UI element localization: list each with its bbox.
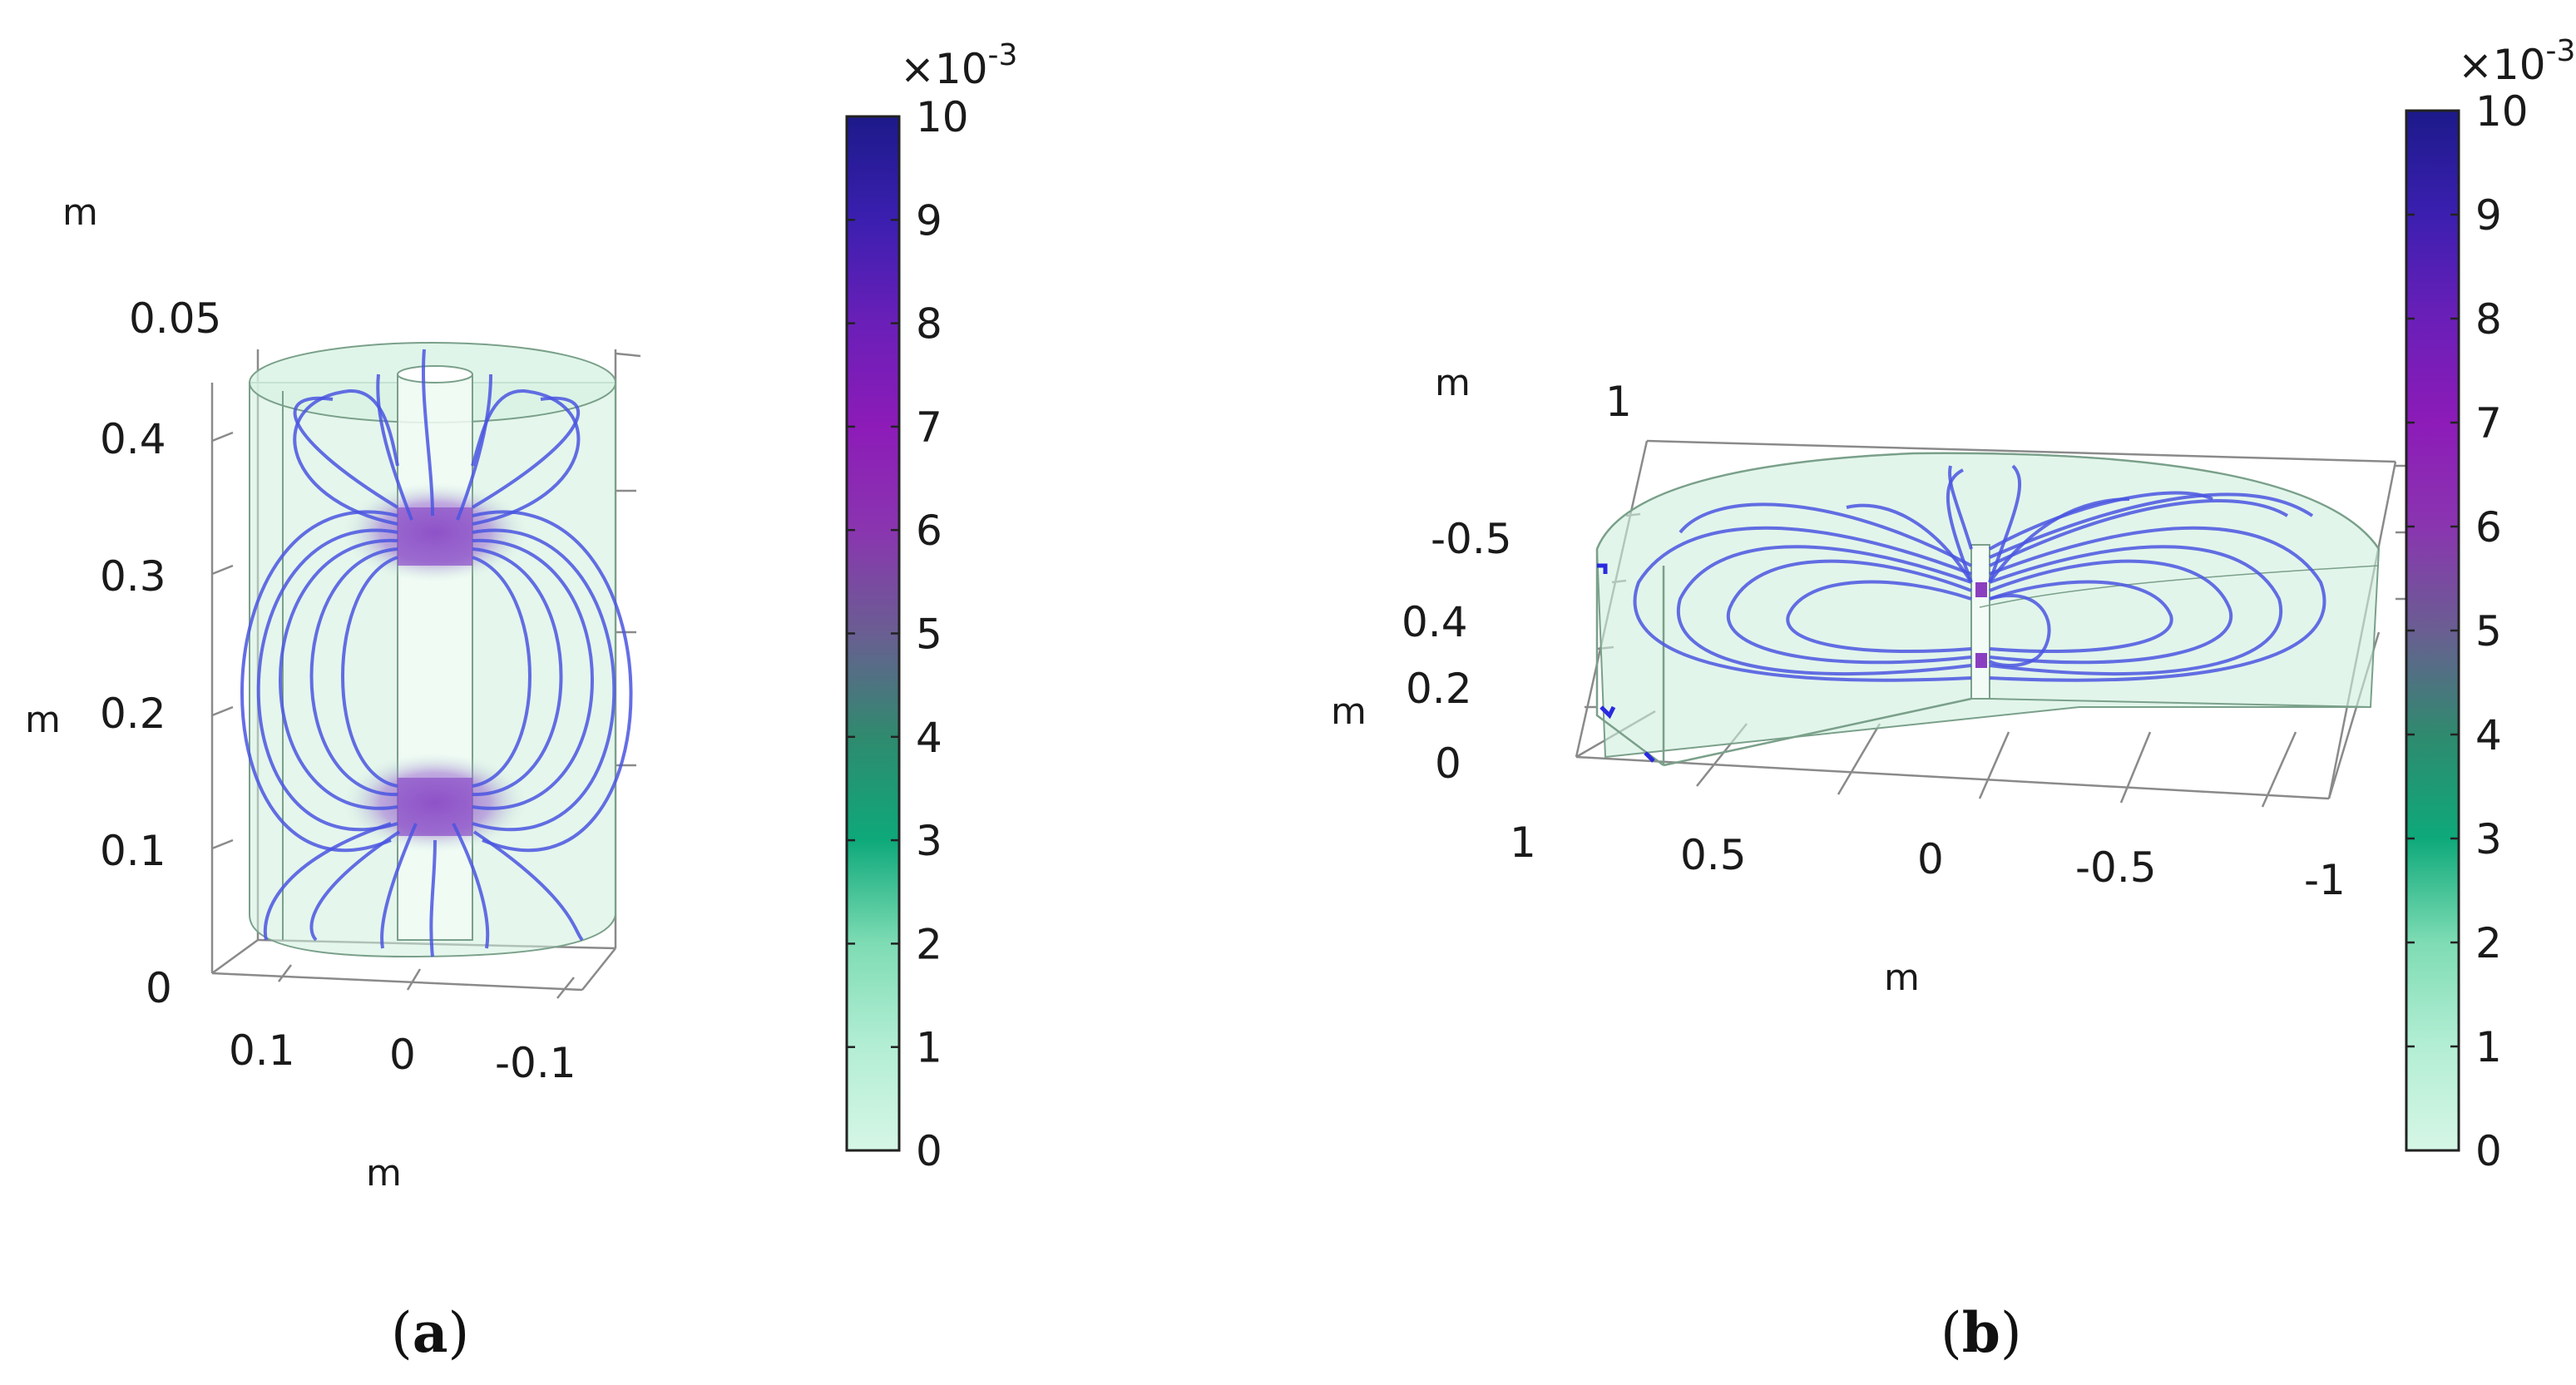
- x-tick-b-1: 0.5: [1680, 831, 1747, 879]
- caption-a-open: (: [391, 1301, 413, 1365]
- x-tick-b-0: 1: [1510, 819, 1536, 867]
- colorbar-b-tick-2: 2: [2475, 919, 2502, 967]
- x-tick-b-4: -1: [2304, 856, 2346, 904]
- z-tick-a-0: 0.05: [129, 294, 221, 343]
- colorbar-b-tick-8: 8: [2475, 295, 2502, 344]
- caption-a-close: ): [448, 1301, 470, 1365]
- caption-b: (b): [1941, 1300, 2022, 1365]
- y-axis-label-b: m: [1331, 690, 1367, 733]
- x-tick-b-2: 0: [1917, 835, 1944, 883]
- colorbar-b-tick-3: 3: [2475, 815, 2502, 863]
- colorbar-b-multiplier-base: ×10: [2458, 41, 2546, 89]
- colorbar-b-tick-5: 5: [2475, 607, 2502, 655]
- z-tick-a-1: 0.4: [100, 415, 166, 463]
- colorbar-b-tick-4: 4: [2475, 711, 2502, 759]
- x-tick-a-0: 0.1: [229, 1026, 295, 1075]
- z-tick-b-3: 0.2: [1406, 665, 1472, 713]
- colorbar-b-tick-1: 1: [2475, 1023, 2502, 1071]
- colorbar-b-tick-9: 9: [2475, 191, 2502, 240]
- caption-a-letter: a: [413, 1300, 448, 1365]
- colorbar-a-multiplier-base: ×10: [900, 45, 988, 93]
- field-hotspots-a: [344, 482, 527, 853]
- colorbar-a-multiplier-exp: -3: [988, 38, 1018, 72]
- z-tick-a-4: 0.1: [100, 827, 166, 875]
- colorbar-a-tick-0: 0: [916, 1127, 942, 1175]
- caption-b-close: ): [2000, 1301, 2022, 1365]
- colorbar-b-tick-0: 0: [2475, 1127, 2502, 1175]
- colorbar-a-tick-10: 10: [916, 93, 969, 141]
- field-hotspots-b: [1597, 563, 1987, 763]
- colorbar-b-tick-7: 7: [2475, 399, 2502, 448]
- x-axis-label-b: m: [1884, 957, 1920, 999]
- plot-b-svg: 1 -0.5 0.4 0.2 0 m m m 1 0.5 0 -0.5 -1 1…: [1331, 34, 2575, 1365]
- streamlines-a: [240, 349, 633, 957]
- z-axis-label-b: m: [1435, 362, 1471, 404]
- disk-domain-b: [1595, 452, 2381, 767]
- z-tick-b-2: 0.4: [1402, 598, 1468, 646]
- z-axis-label-a: m: [62, 191, 98, 234]
- z-tick-b-4: 0: [1435, 739, 1461, 788]
- z-tick-a-2: 0.3: [100, 552, 166, 601]
- streamlines-b: [1633, 464, 2326, 682]
- panel-b: 1 -0.5 0.4 0.2 0 m m m 1 0.5 0 -0.5 -1 1…: [1248, 0, 2576, 1385]
- colorbar-b-multiplier: ×10-3: [2458, 34, 2575, 89]
- colorbar-a-tick-6: 6: [916, 507, 942, 555]
- x-axis-label-a: m: [366, 1152, 402, 1195]
- colorbar-b-multiplier-exp: -3: [2546, 34, 2576, 68]
- x-tick-b-3: -0.5: [2075, 843, 2157, 892]
- colorbar-a-tick-8: 8: [916, 300, 942, 349]
- colorbar-a-multiplier: ×10-3: [900, 38, 1017, 93]
- x-tick-a-1: 0: [389, 1031, 416, 1079]
- caption-b-letter: b: [1962, 1300, 2000, 1365]
- colorbar-a-tick-7: 7: [916, 403, 942, 452]
- colorbar-a-tick-4: 4: [916, 714, 942, 762]
- caption-b-open: (: [1941, 1301, 1962, 1365]
- colorbar-b-tick-10: 10: [2475, 87, 2529, 136]
- x-tick-a-2: -0.1: [495, 1039, 576, 1087]
- z-tick-a-5: 0: [146, 964, 172, 1012]
- colorbar-a-tick-3: 3: [916, 817, 942, 865]
- plot-a-svg: 0.05 0.4 0.3 0.2 0.1 0 m m m 0.1 0 -0.1 …: [25, 38, 1017, 1365]
- z-tick-a-3: 0.2: [100, 690, 166, 738]
- z-tick-b-0: 1: [1605, 378, 1632, 426]
- colorbar-a-tick-2: 2: [916, 920, 942, 968]
- colorbar-a-tick-5: 5: [916, 611, 942, 659]
- panel-a: 0.05 0.4 0.3 0.2 0.1 0 m m m 0.1 0 -0.1 …: [0, 0, 1081, 1385]
- colorbar-b-tick-6: 6: [2475, 503, 2502, 552]
- z-tick-b-1: -0.5: [1431, 515, 1512, 563]
- caption-a: (a): [391, 1300, 469, 1365]
- colorbar-a-gradient: [845, 115, 901, 1152]
- y-axis-label-a: m: [25, 699, 61, 741]
- colorbar-a-tick-1: 1: [916, 1024, 942, 1072]
- colorbar-a-tick-9: 9: [916, 196, 942, 245]
